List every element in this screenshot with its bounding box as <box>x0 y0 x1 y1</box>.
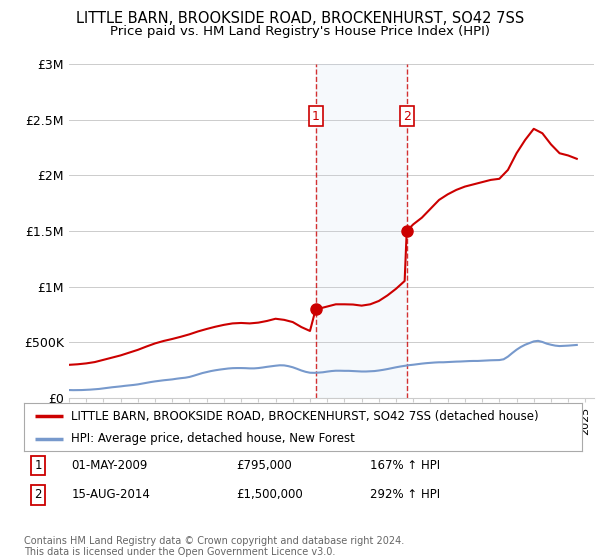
Text: 2: 2 <box>34 488 42 501</box>
Text: 1: 1 <box>312 110 320 123</box>
Text: LITTLE BARN, BROOKSIDE ROAD, BROCKENHURST, SO42 7SS (detached house): LITTLE BARN, BROOKSIDE ROAD, BROCKENHURS… <box>71 409 539 423</box>
Text: 167% ↑ HPI: 167% ↑ HPI <box>370 459 440 472</box>
Text: 15-AUG-2014: 15-AUG-2014 <box>71 488 151 501</box>
Text: £1,500,000: £1,500,000 <box>236 488 303 501</box>
Text: 2: 2 <box>403 110 410 123</box>
Bar <box>316 64 407 398</box>
Text: £795,000: £795,000 <box>236 459 292 472</box>
Text: 1: 1 <box>34 459 42 472</box>
Text: 01-MAY-2009: 01-MAY-2009 <box>71 459 148 472</box>
Text: 292% ↑ HPI: 292% ↑ HPI <box>370 488 440 501</box>
Text: Contains HM Land Registry data © Crown copyright and database right 2024.
This d: Contains HM Land Registry data © Crown c… <box>24 535 404 557</box>
Text: LITTLE BARN, BROOKSIDE ROAD, BROCKENHURST, SO42 7SS: LITTLE BARN, BROOKSIDE ROAD, BROCKENHURS… <box>76 11 524 26</box>
Text: HPI: Average price, detached house, New Forest: HPI: Average price, detached house, New … <box>71 432 355 445</box>
Text: Price paid vs. HM Land Registry's House Price Index (HPI): Price paid vs. HM Land Registry's House … <box>110 25 490 38</box>
